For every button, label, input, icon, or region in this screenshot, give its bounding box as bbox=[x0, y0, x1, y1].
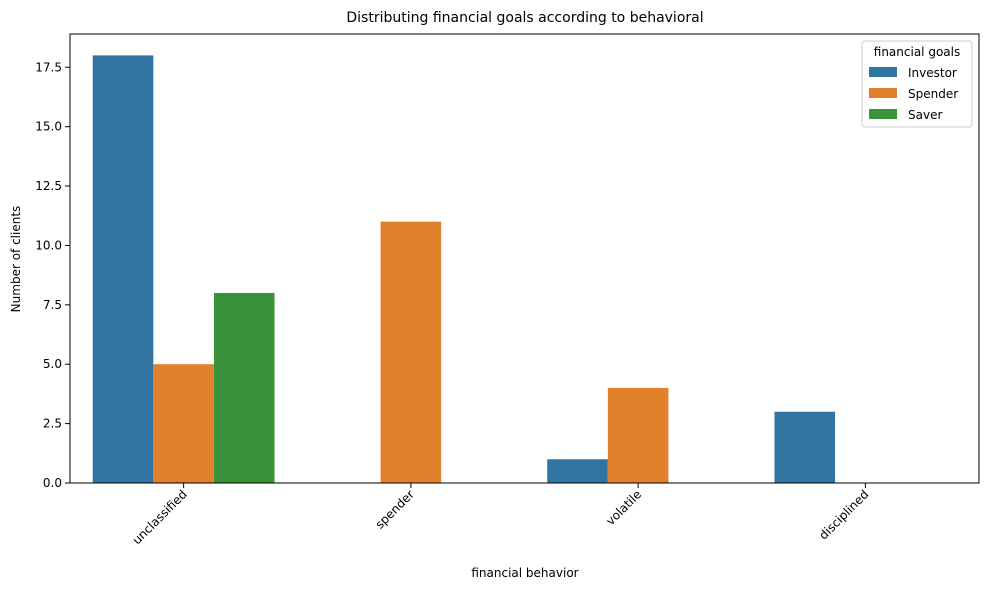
bar-spender-volatile bbox=[607, 387, 669, 483]
x-tick-label-unclassified: unclassified bbox=[130, 487, 190, 547]
legend: financial goals Investor Spender Saver bbox=[861, 40, 973, 128]
legend-label-investor: Investor bbox=[908, 66, 957, 80]
plot-frame bbox=[69, 33, 980, 484]
x-tick-label-disciplined: disciplined bbox=[816, 487, 871, 542]
x-axis-label: financial behavior bbox=[471, 566, 578, 580]
y-tick-label: 5.0 bbox=[43, 357, 62, 371]
bar-saver-unclassified bbox=[213, 292, 275, 483]
legend-label-saver: Saver bbox=[908, 108, 942, 122]
legend-title: financial goals bbox=[874, 45, 960, 59]
y-tick-label: 17.5 bbox=[35, 60, 62, 74]
legend-swatch-saver bbox=[869, 109, 897, 119]
y-axis-label: Number of clients bbox=[9, 206, 23, 313]
legend-swatch-spender bbox=[869, 88, 897, 98]
y-tick-label: 12.5 bbox=[35, 179, 62, 193]
y-tick-label: 15.0 bbox=[35, 120, 62, 134]
bar-investor-unclassified bbox=[92, 55, 154, 483]
bar-investor-volatile bbox=[547, 459, 608, 483]
bar-investor-disciplined bbox=[774, 411, 836, 483]
y-tick-label: 2.5 bbox=[43, 417, 62, 431]
x-tick-label-volatile: volatile bbox=[603, 487, 644, 528]
x-tick-label-spender: spender bbox=[373, 487, 417, 531]
legend-box bbox=[861, 40, 973, 128]
legend-swatch-investor bbox=[869, 67, 897, 77]
bar-spender-spender bbox=[380, 221, 442, 483]
chart-title: Distributing financial goals according t… bbox=[346, 10, 703, 26]
plot-area: 0.0 2.5 5.0 7.5 10.0 12.5 15.0 17.5 unclassified… bbox=[35, 33, 980, 547]
legend-label-spender: Spender bbox=[908, 87, 958, 101]
y-tick-label: 10.0 bbox=[35, 238, 62, 252]
y-tick-label: 0.0 bbox=[43, 476, 62, 490]
bar-spender-unclassified bbox=[153, 364, 214, 483]
y-tick-label: 7.5 bbox=[43, 298, 62, 312]
